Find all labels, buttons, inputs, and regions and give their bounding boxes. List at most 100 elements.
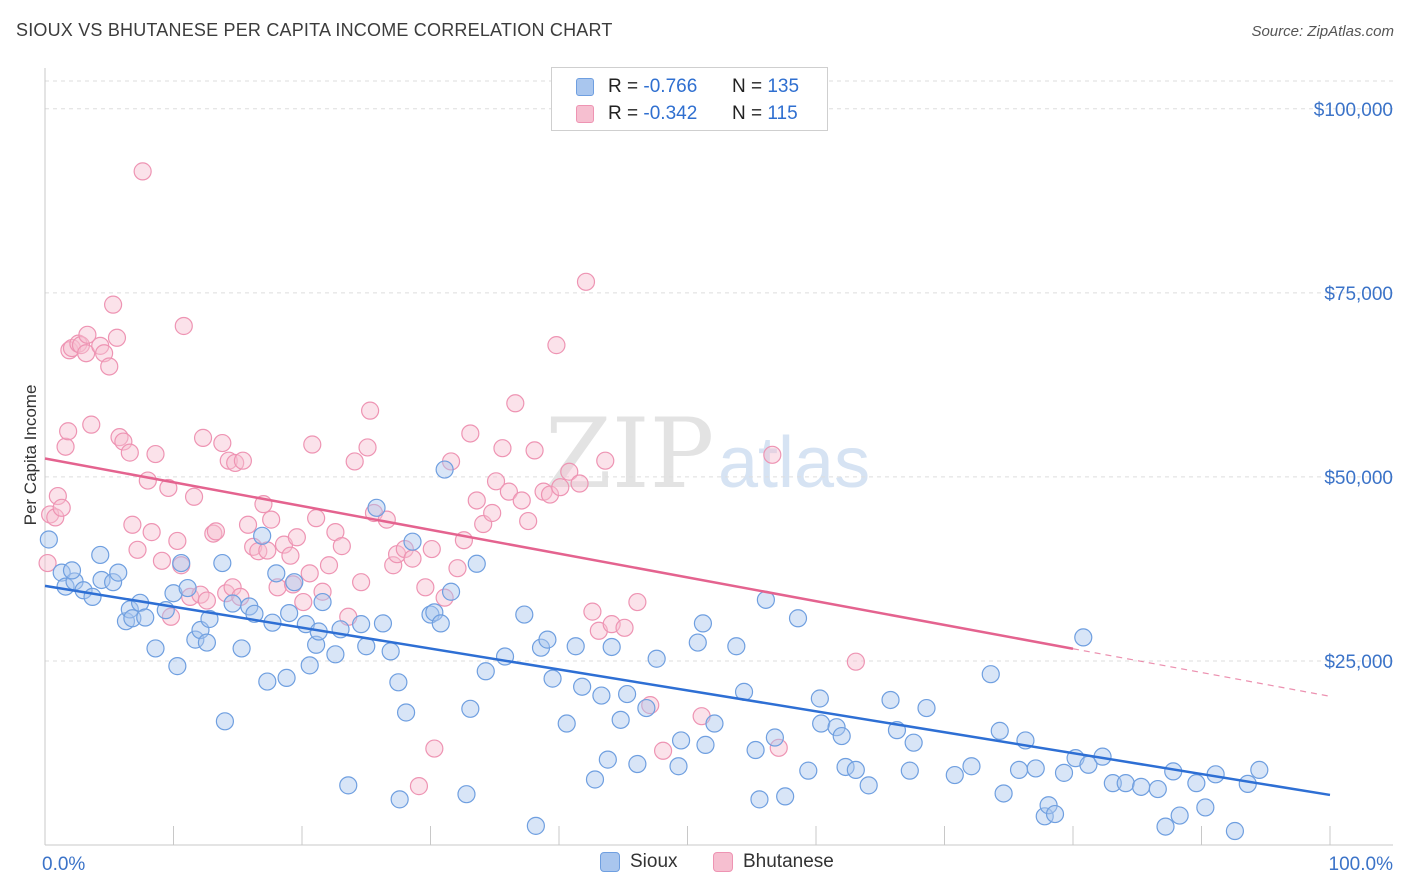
correlation-legend: R = -0.766 N = 135 R = -0.342 N = 115 bbox=[551, 67, 828, 131]
bhutanese-point bbox=[425, 739, 444, 758]
legend-r-label: R = bbox=[608, 76, 639, 97]
bhutanese-point bbox=[303, 435, 322, 454]
sioux-point bbox=[146, 639, 165, 658]
sioux-point bbox=[566, 637, 585, 656]
bhutanese-point bbox=[483, 503, 502, 523]
sioux-point bbox=[92, 570, 111, 590]
sioux-point bbox=[431, 614, 450, 633]
sioux-point bbox=[611, 710, 630, 729]
sioux-point bbox=[123, 609, 142, 628]
chart-title: SIOUX VS BHUTANESE PER CAPITA INCOME COR… bbox=[16, 20, 613, 40]
bhutanese-point bbox=[628, 592, 647, 612]
sioux-trend-line bbox=[44, 584, 1331, 797]
legend-label-bhutanese: Bhutanese bbox=[743, 851, 834, 872]
sioux-point bbox=[1132, 777, 1151, 796]
sioux-point bbox=[326, 645, 345, 664]
gridlines bbox=[45, 80, 1393, 662]
watermark-zip: ZIP bbox=[545, 398, 714, 510]
sioux-point bbox=[543, 669, 562, 688]
sioux-point bbox=[881, 690, 900, 710]
sioux-point bbox=[313, 592, 332, 612]
y-axis-title: Per Capita Income bbox=[21, 385, 40, 526]
bhutanese-point bbox=[193, 428, 213, 447]
bhutanese-point bbox=[653, 741, 673, 760]
legend-item-sioux[interactable]: Sioux bbox=[600, 851, 678, 873]
sioux-point bbox=[1074, 628, 1093, 647]
sioux-point bbox=[441, 582, 461, 601]
sioux-point bbox=[1238, 774, 1257, 793]
bhutanese-point bbox=[384, 556, 403, 575]
bhutanese-point bbox=[486, 472, 506, 491]
legend-r-value: -0.342 bbox=[643, 103, 698, 124]
legend-n-value: 135 bbox=[767, 76, 800, 97]
legend-item-bhutanese[interactable]: Bhutanese bbox=[713, 851, 834, 873]
bhutanese-point bbox=[56, 437, 75, 456]
bhutanese-point bbox=[403, 549, 422, 568]
sioux-point bbox=[836, 757, 855, 777]
sioux-point bbox=[671, 731, 691, 750]
sioux-swatch bbox=[600, 852, 620, 872]
bhutanese-point bbox=[448, 559, 467, 578]
sioux-point bbox=[280, 603, 299, 623]
sioux-point bbox=[223, 594, 242, 613]
bhutanese-point bbox=[104, 295, 123, 314]
bhutanese-point bbox=[519, 511, 538, 531]
bhutanese-point bbox=[560, 462, 579, 481]
bhutanese-point bbox=[213, 433, 232, 453]
bhutanese-point bbox=[763, 445, 782, 464]
y-tick-label: $25,000 bbox=[1324, 652, 1393, 673]
sioux-point bbox=[200, 609, 219, 629]
sioux-point bbox=[39, 530, 58, 549]
sioux-point bbox=[1045, 804, 1065, 824]
sioux-point bbox=[389, 673, 408, 692]
sioux-point bbox=[750, 790, 769, 809]
sioux-point bbox=[258, 672, 277, 691]
sioux-point bbox=[746, 740, 765, 760]
sioux-point bbox=[628, 754, 647, 774]
sioux-point bbox=[573, 677, 592, 696]
bhutanese-point bbox=[184, 487, 204, 506]
trend-lines bbox=[44, 457, 1331, 797]
bhutanese-point bbox=[152, 551, 172, 570]
sioux-point bbox=[83, 587, 102, 607]
bhutanese-swatch bbox=[576, 105, 594, 123]
sioux-point bbox=[1156, 817, 1175, 836]
sioux-point bbox=[696, 735, 715, 754]
bhutanese-point bbox=[168, 531, 187, 551]
bhutanese-point bbox=[395, 539, 414, 559]
x-tick-label: 0.0% bbox=[42, 854, 85, 875]
sioux-point bbox=[827, 718, 846, 737]
sioux-point bbox=[352, 615, 371, 634]
sioux-point bbox=[688, 633, 707, 652]
sioux-point bbox=[186, 630, 205, 649]
bhutanese-trend-line bbox=[44, 457, 1074, 650]
bhutanese-swatch bbox=[713, 852, 733, 872]
sioux-point bbox=[990, 721, 1009, 740]
sioux-point bbox=[267, 564, 286, 583]
x-tick-label: 100.0% bbox=[1329, 854, 1394, 875]
sioux-point bbox=[598, 750, 617, 769]
bhutanese-point bbox=[576, 272, 596, 291]
sioux-point bbox=[859, 776, 878, 795]
bhutanese-point bbox=[846, 652, 865, 671]
sioux-point bbox=[285, 573, 304, 592]
sioux-point bbox=[994, 784, 1013, 803]
sioux-point bbox=[197, 633, 217, 652]
legend-label-sioux: Sioux bbox=[630, 851, 678, 872]
sioux-point bbox=[945, 765, 964, 785]
sioux-point bbox=[1170, 806, 1189, 825]
sioux-point bbox=[277, 668, 296, 687]
sioux-point bbox=[104, 573, 123, 592]
bhutanese-point bbox=[422, 539, 441, 559]
bhutanese-point bbox=[596, 451, 615, 470]
bhutanese-point bbox=[294, 592, 313, 612]
sioux-point bbox=[618, 684, 637, 704]
bhutanese-point bbox=[114, 432, 133, 451]
sioux-point bbox=[592, 686, 611, 705]
sioux-point bbox=[981, 665, 1000, 684]
legend-row-bhutanese: R = -0.342 N = 115 bbox=[576, 103, 798, 125]
bhutanese-point bbox=[142, 523, 161, 542]
bhutanese-point bbox=[82, 415, 101, 434]
sioux-point bbox=[1116, 774, 1135, 793]
